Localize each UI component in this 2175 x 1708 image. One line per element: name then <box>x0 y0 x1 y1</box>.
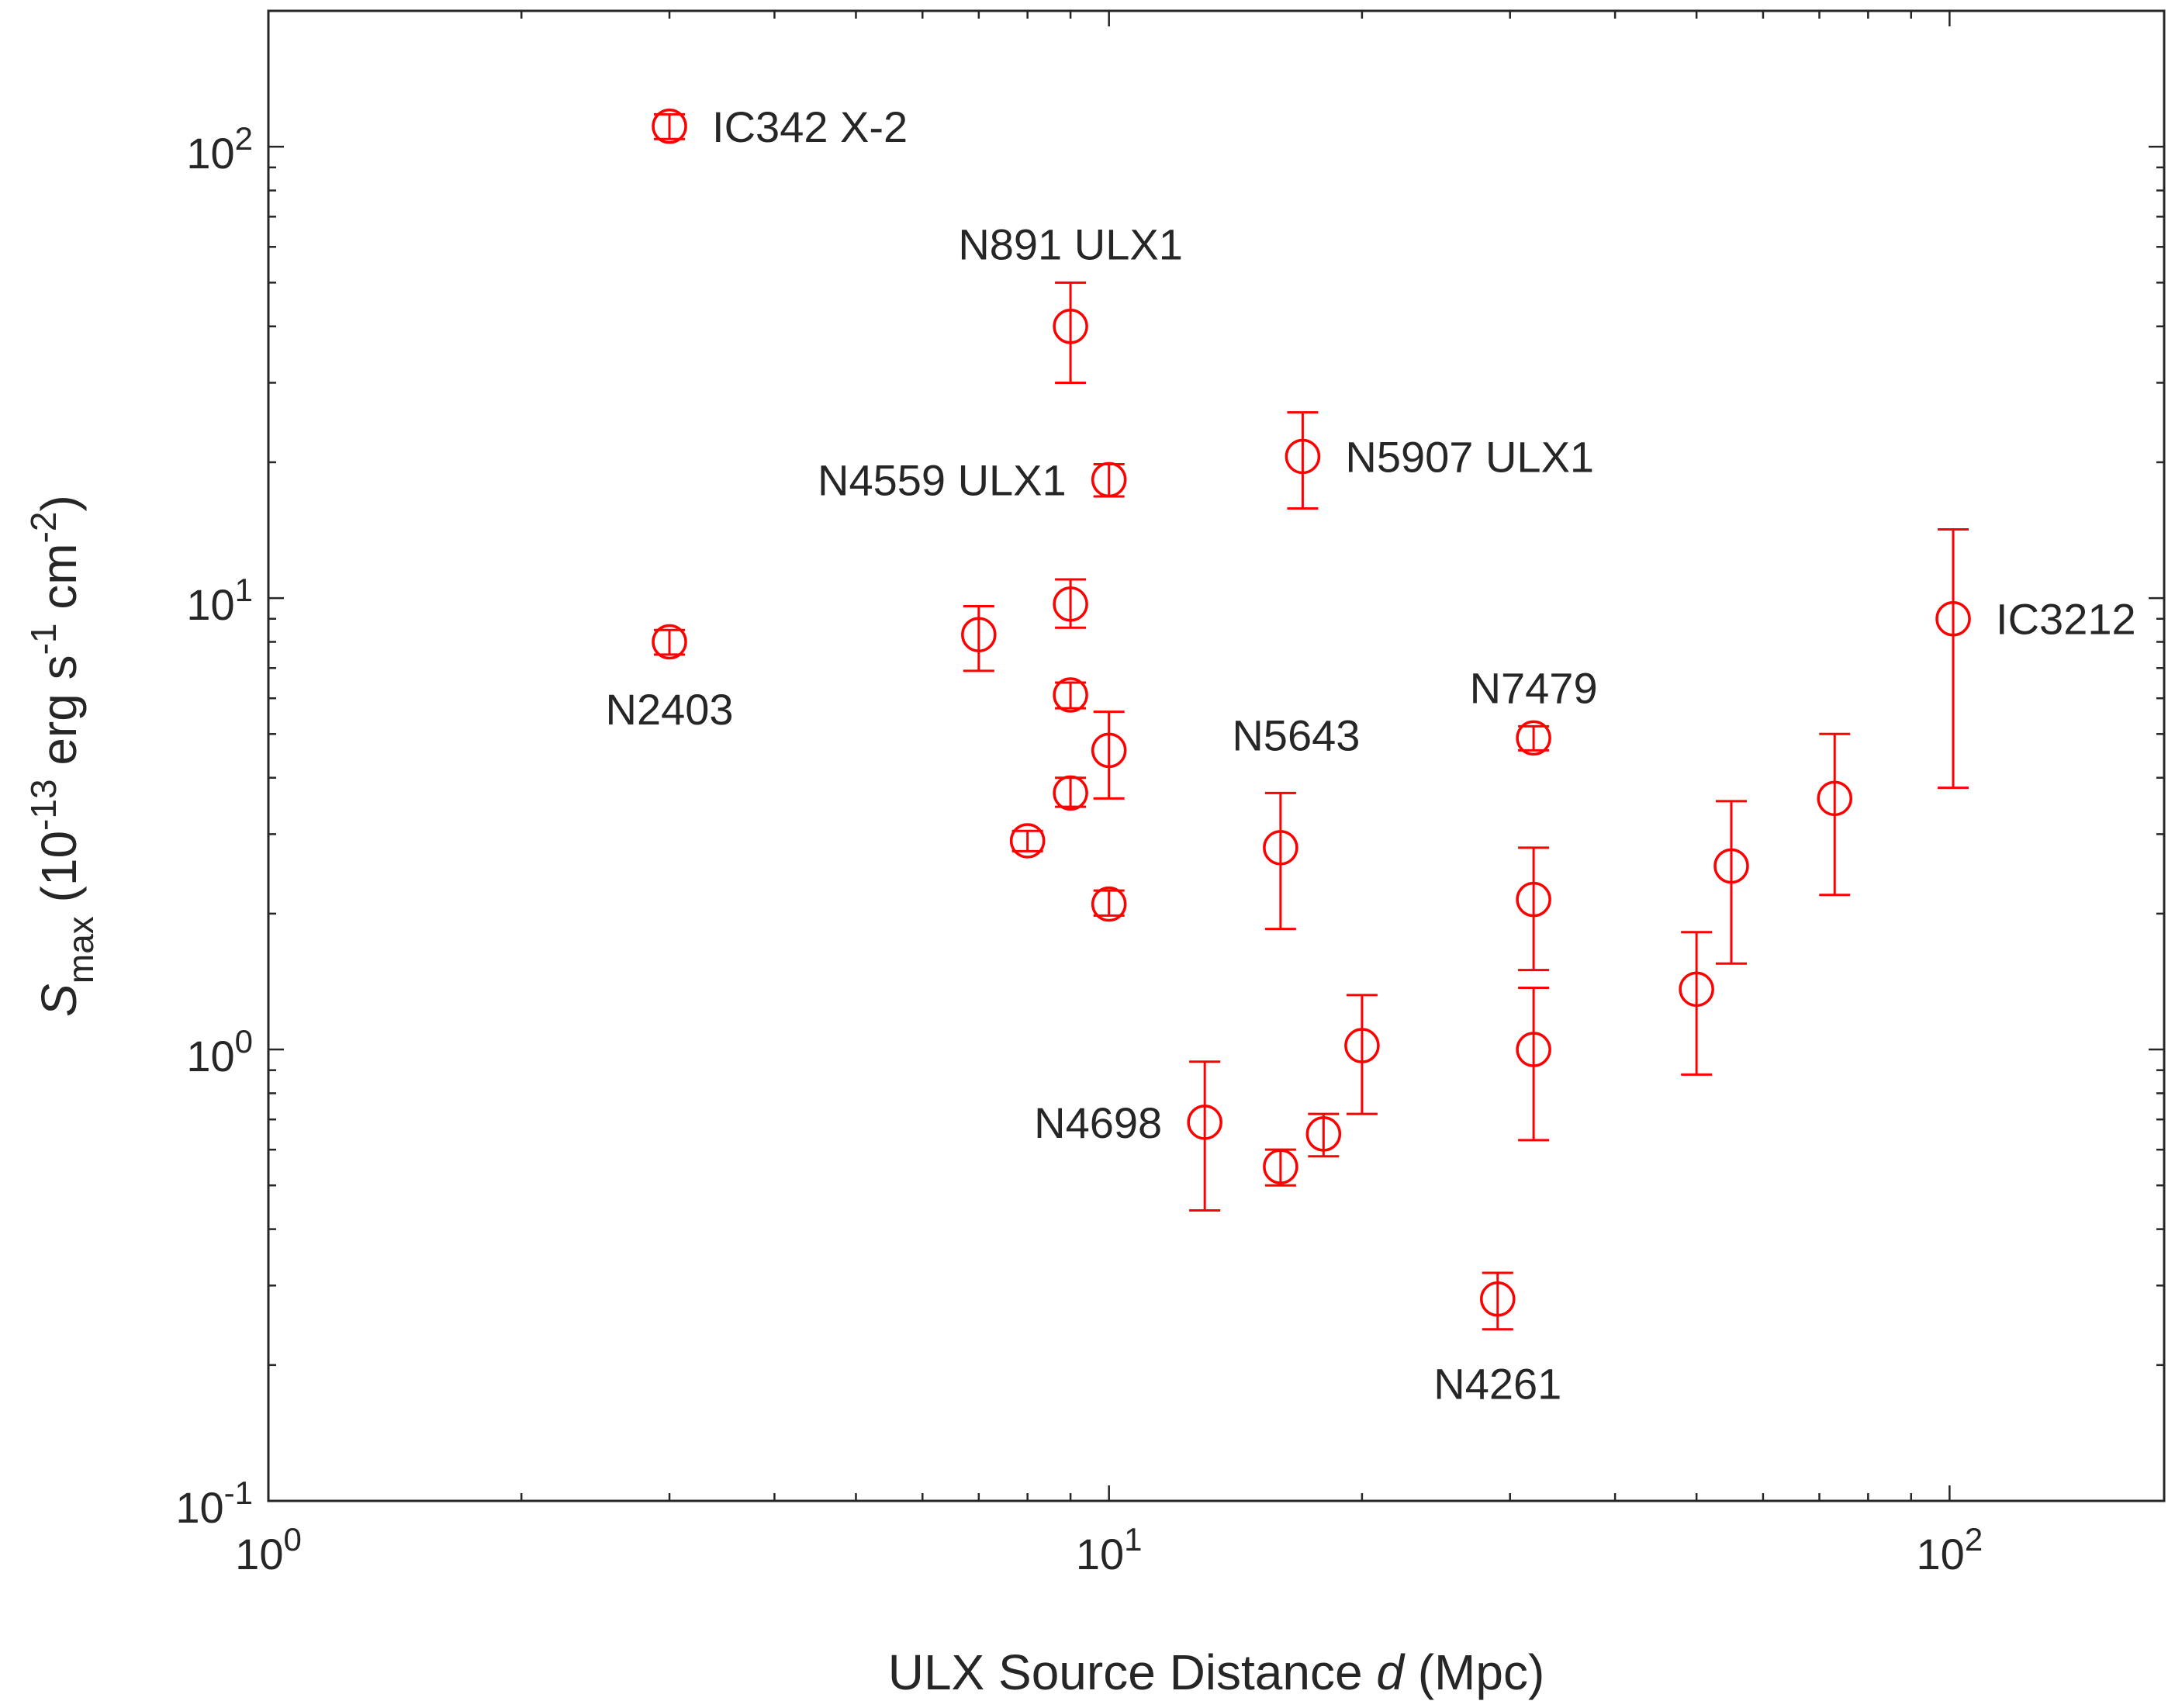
data-point-marker <box>1263 1149 1298 1184</box>
data-point-label: N4261 <box>1433 1360 1561 1409</box>
data-point-marker <box>1516 720 1551 756</box>
data-point-group <box>1817 732 1853 897</box>
data-point-group <box>1679 931 1714 1076</box>
data-point-marker <box>1713 848 1749 884</box>
data-point-marker <box>1091 462 1127 498</box>
data-point-group <box>1713 800 1749 965</box>
y-axis-title-text-mid-2: cm <box>31 543 87 623</box>
data-point-marker <box>1009 823 1046 859</box>
data-point-label: N5907 ULX1 <box>1345 432 1594 481</box>
data-point-group <box>1009 823 1046 859</box>
data-point-marker <box>1053 677 1088 713</box>
x-axis-title-prefix: ULX Source Distance <box>888 1644 1377 1700</box>
data-point-marker <box>1053 586 1088 622</box>
x-axis-title: ULX Source Distance d (Mpc) <box>888 1644 1545 1700</box>
data-point-marker <box>1516 1032 1551 1067</box>
y-tick-label: 10-1 <box>175 1475 253 1532</box>
data-point-label: N7479 <box>1470 663 1598 712</box>
x-axis-title-suffix: (Mpc) <box>1404 1644 1544 1700</box>
y-axis-title-exponent-3: -2 <box>23 511 64 543</box>
x-tick-label: 100 <box>235 1521 302 1578</box>
data-point-group <box>1053 775 1088 811</box>
data-point-marker <box>1679 971 1714 1008</box>
data-point-group <box>1285 411 1321 510</box>
data-point-group <box>1091 886 1127 922</box>
data-point-group <box>1516 986 1551 1142</box>
data-point-group <box>1187 1060 1222 1212</box>
data-point-group <box>652 109 687 144</box>
data-point-marker <box>1053 309 1088 344</box>
plot-area-frame <box>267 9 2166 1502</box>
data-point-marker <box>1091 732 1127 769</box>
data-point-group <box>1305 1112 1342 1158</box>
y-axis-title-text-before: (10 <box>31 831 87 916</box>
data-point-label: N5643 <box>1232 711 1360 759</box>
data-point-marker <box>1091 886 1127 922</box>
data-point-group <box>652 624 687 660</box>
y-tick-label: 101 <box>186 572 253 629</box>
y-axis-title-exponent-1: -13 <box>23 779 64 830</box>
data-point-marker <box>1285 438 1321 475</box>
y-axis-title-subscript: max <box>61 916 101 984</box>
y-axis-title: Smax (10-13 erg s-1 cm-2) <box>23 495 101 1017</box>
data-point-label: N2403 <box>606 685 734 734</box>
data-points <box>652 109 1971 1331</box>
data-point-label: IC3212 <box>1996 595 2136 644</box>
y-axis-title-text-mid-1: erg s <box>31 655 87 779</box>
data-point-label: IC342 X-2 <box>712 102 908 151</box>
data-point-group <box>961 604 997 672</box>
data-point-group <box>1480 1271 1516 1331</box>
data-point-marker <box>1516 881 1551 918</box>
point-labels: IC342 X-2 N891 ULX1 N4559 ULX1 N5907 ULX1 N2… <box>606 102 2136 1409</box>
data-point-marker <box>961 617 997 652</box>
data-point-marker <box>1187 1105 1222 1140</box>
y-axis-title-exponent-2: -1 <box>23 623 64 655</box>
data-point-group <box>1091 711 1127 800</box>
data-point-group <box>1263 791 1298 931</box>
x-tick-label: 102 <box>1917 1521 1983 1578</box>
y-axis-title-symbol: S <box>31 984 87 1017</box>
data-point-group <box>1091 462 1127 498</box>
data-point-group <box>1344 994 1380 1115</box>
data-point-label: N891 ULX1 <box>958 220 1183 268</box>
y-tick-label: 102 <box>186 120 253 178</box>
data-point-marker <box>1053 775 1088 811</box>
y-tick-label: 100 <box>186 1023 253 1080</box>
data-point-marker <box>1344 1028 1380 1063</box>
data-point-group <box>1516 720 1551 756</box>
data-point-group <box>1935 527 1971 790</box>
data-point-marker <box>1480 1281 1516 1317</box>
data-point-group <box>1516 846 1551 972</box>
data-point-group <box>1263 1148 1298 1187</box>
data-point-group <box>1053 677 1088 713</box>
data-point-marker <box>1305 1116 1342 1152</box>
data-point-marker <box>652 624 687 660</box>
x-axis-title-variable: d <box>1376 1644 1406 1700</box>
data-point-marker <box>1263 830 1298 866</box>
data-point-label: N4698 <box>1034 1098 1162 1147</box>
data-point-label: N4559 ULX1 <box>818 455 1067 504</box>
data-point-marker <box>652 109 687 144</box>
x-tick-label: 101 <box>1076 1521 1143 1578</box>
axis-ticks <box>267 9 2164 1502</box>
data-point-group <box>1053 578 1088 629</box>
data-point-marker <box>1935 600 1971 637</box>
data-point-group <box>1053 281 1088 384</box>
data-point-marker <box>1817 780 1853 817</box>
y-axis-title-text-after: ) <box>31 495 87 511</box>
